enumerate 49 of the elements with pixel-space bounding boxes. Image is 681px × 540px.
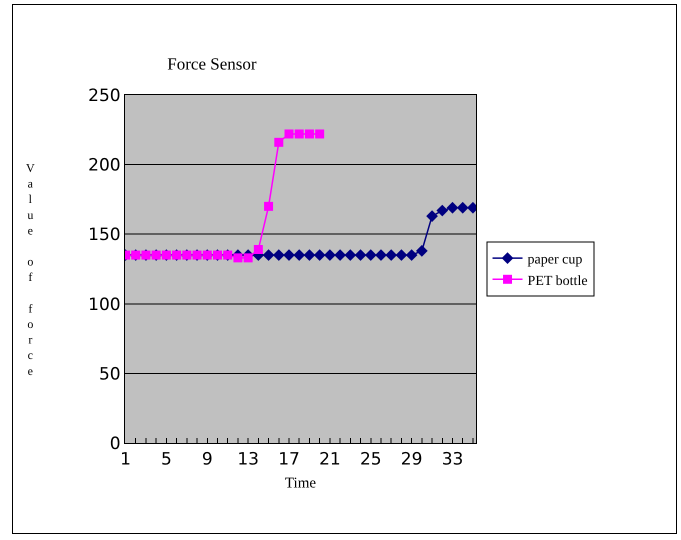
x-tick-label: 13 bbox=[237, 449, 259, 470]
point bbox=[315, 129, 324, 138]
y-tick-label: 100 bbox=[88, 294, 121, 315]
point bbox=[436, 204, 448, 216]
point bbox=[294, 129, 304, 138]
point bbox=[254, 245, 263, 254]
point bbox=[283, 249, 295, 261]
point bbox=[233, 253, 242, 262]
x-tick-label: 17 bbox=[278, 449, 300, 470]
point bbox=[272, 249, 285, 261]
x-tick-label: 29 bbox=[400, 449, 422, 470]
x-tick-label: 1 bbox=[120, 449, 131, 470]
point bbox=[324, 249, 336, 261]
y-tick-label: 200 bbox=[88, 156, 121, 176]
point bbox=[426, 210, 438, 222]
point bbox=[406, 249, 418, 261]
chart-title: Force Sensor bbox=[167, 54, 257, 74]
point bbox=[364, 249, 377, 261]
y-tick-label: 0 bbox=[110, 434, 121, 454]
y-tick-label: 250 bbox=[88, 86, 121, 106]
y-tick-label: 50 bbox=[98, 364, 121, 384]
point bbox=[396, 249, 408, 261]
point bbox=[244, 253, 253, 262]
x-tick-label: 9 bbox=[202, 449, 213, 470]
point bbox=[334, 249, 346, 261]
legend-label: paper cup bbox=[528, 252, 582, 268]
point bbox=[416, 245, 428, 257]
point bbox=[456, 202, 469, 214]
point bbox=[304, 129, 314, 138]
point bbox=[344, 249, 356, 261]
point bbox=[284, 129, 294, 138]
x-axis-title: Time bbox=[284, 475, 316, 492]
point bbox=[274, 138, 284, 147]
x-tick-label: 21 bbox=[319, 449, 341, 470]
legend-label: PET bottle bbox=[528, 274, 588, 289]
point bbox=[264, 202, 274, 211]
point bbox=[293, 249, 306, 261]
point bbox=[385, 249, 398, 261]
point bbox=[446, 202, 458, 214]
x-tick-label: 33 bbox=[442, 449, 464, 470]
point bbox=[314, 249, 326, 261]
point bbox=[304, 249, 316, 261]
point bbox=[375, 249, 387, 261]
x-tick-label: 5 bbox=[160, 449, 172, 470]
point bbox=[262, 249, 274, 261]
y-tick-label: 150 bbox=[88, 225, 121, 246]
x-tick-label: 25 bbox=[360, 449, 382, 470]
point bbox=[354, 249, 366, 261]
text: Value of force bbox=[26, 161, 35, 378]
